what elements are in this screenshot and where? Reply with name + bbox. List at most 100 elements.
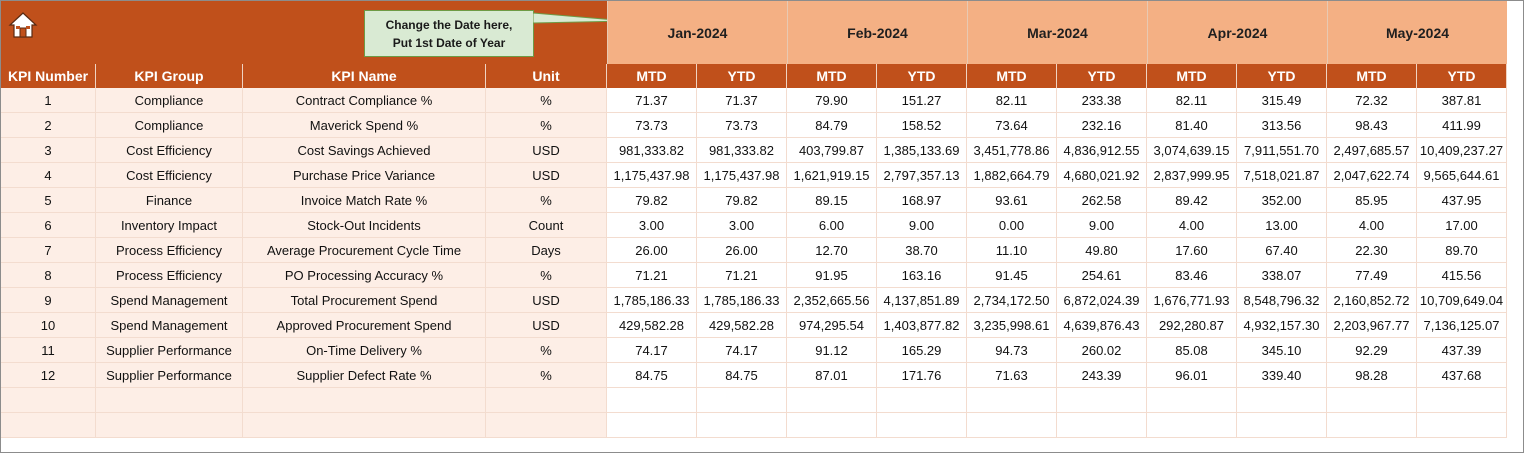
empty-cell[interactable] xyxy=(243,413,486,438)
cell-value[interactable]: 98.28 xyxy=(1327,363,1417,388)
cell-value[interactable]: 17.60 xyxy=(1147,238,1237,263)
cell-value[interactable]: 7,911,551.70 xyxy=(1237,138,1327,163)
cell-value[interactable]: 96.01 xyxy=(1147,363,1237,388)
cell-value[interactable]: 2,203,967.77 xyxy=(1327,313,1417,338)
cell-value[interactable]: 262.58 xyxy=(1057,188,1147,213)
cell-value[interactable]: 72.32 xyxy=(1327,88,1417,113)
cell-group[interactable]: Supplier Performance xyxy=(96,363,243,388)
cell-name[interactable]: Average Procurement Cycle Time xyxy=(243,238,486,263)
cell-unit[interactable]: % xyxy=(486,263,607,288)
empty-cell[interactable] xyxy=(1417,388,1507,413)
cell-value[interactable]: 71.37 xyxy=(697,88,787,113)
cell-value[interactable]: 151.27 xyxy=(877,88,967,113)
cell-group[interactable]: Supplier Performance xyxy=(96,338,243,363)
cell-value[interactable]: 91.45 xyxy=(967,263,1057,288)
cell-name[interactable]: Invoice Match Rate % xyxy=(243,188,486,213)
cell-value[interactable]: 85.95 xyxy=(1327,188,1417,213)
cell-value[interactable]: 415.56 xyxy=(1417,263,1507,288)
empty-cell[interactable] xyxy=(486,388,607,413)
empty-cell[interactable] xyxy=(1417,413,1507,438)
cell-unit[interactable]: Days xyxy=(486,238,607,263)
empty-cell[interactable] xyxy=(1147,388,1237,413)
cell-value[interactable]: 3.00 xyxy=(697,213,787,238)
cell-value[interactable]: 158.52 xyxy=(877,113,967,138)
cell-value[interactable]: 981,333.82 xyxy=(607,138,697,163)
cell-value[interactable]: 82.11 xyxy=(1147,88,1237,113)
cell-num[interactable]: 11 xyxy=(1,338,96,363)
cell-value[interactable]: 67.40 xyxy=(1237,238,1327,263)
empty-cell[interactable] xyxy=(607,413,697,438)
cell-value[interactable]: 1,785,186.33 xyxy=(607,288,697,313)
cell-value[interactable]: 437.39 xyxy=(1417,338,1507,363)
cell-unit[interactable]: USD xyxy=(486,288,607,313)
cell-value[interactable]: 91.95 xyxy=(787,263,877,288)
cell-value[interactable]: 387.81 xyxy=(1417,88,1507,113)
cell-value[interactable]: 1,676,771.93 xyxy=(1147,288,1237,313)
empty-cell[interactable] xyxy=(967,388,1057,413)
cell-value[interactable]: 71.63 xyxy=(967,363,1057,388)
cell-value[interactable]: 4.00 xyxy=(1147,213,1237,238)
cell-value[interactable]: 974,295.54 xyxy=(787,313,877,338)
cell-value[interactable]: 338.07 xyxy=(1237,263,1327,288)
cell-value[interactable]: 0.00 xyxy=(967,213,1057,238)
cell-value[interactable]: 437.68 xyxy=(1417,363,1507,388)
cell-num[interactable]: 7 xyxy=(1,238,96,263)
cell-value[interactable]: 4.00 xyxy=(1327,213,1417,238)
cell-group[interactable]: Spend Management xyxy=(96,288,243,313)
cell-value[interactable]: 17.00 xyxy=(1417,213,1507,238)
cell-value[interactable]: 339.40 xyxy=(1237,363,1327,388)
cell-unit[interactable]: Count xyxy=(486,213,607,238)
cell-num[interactable]: 4 xyxy=(1,163,96,188)
cell-unit[interactable]: % xyxy=(486,188,607,213)
cell-value[interactable]: 84.75 xyxy=(607,363,697,388)
cell-value[interactable]: 85.08 xyxy=(1147,338,1237,363)
cell-value[interactable]: 345.10 xyxy=(1237,338,1327,363)
cell-value[interactable]: 26.00 xyxy=(697,238,787,263)
cell-group[interactable]: Process Efficiency xyxy=(96,263,243,288)
cell-value[interactable]: 1,403,877.82 xyxy=(877,313,967,338)
cell-value[interactable]: 91.12 xyxy=(787,338,877,363)
cell-value[interactable]: 4,836,912.55 xyxy=(1057,138,1147,163)
cell-value[interactable]: 22.30 xyxy=(1327,238,1417,263)
empty-cell[interactable] xyxy=(1057,413,1147,438)
cell-name[interactable]: On-Time Delivery % xyxy=(243,338,486,363)
cell-num[interactable]: 12 xyxy=(1,363,96,388)
cell-value[interactable]: 403,799.87 xyxy=(787,138,877,163)
cell-value[interactable]: 4,137,851.89 xyxy=(877,288,967,313)
cell-value[interactable]: 71.21 xyxy=(697,263,787,288)
cell-value[interactable]: 73.73 xyxy=(697,113,787,138)
cell-value[interactable]: 3.00 xyxy=(607,213,697,238)
cell-value[interactable]: 7,518,021.87 xyxy=(1237,163,1327,188)
empty-cell[interactable] xyxy=(96,413,243,438)
cell-value[interactable]: 84.75 xyxy=(697,363,787,388)
cell-value[interactable]: 89.15 xyxy=(787,188,877,213)
empty-cell[interactable] xyxy=(697,388,787,413)
cell-name[interactable]: Stock-Out Incidents xyxy=(243,213,486,238)
cell-value[interactable]: 79.82 xyxy=(697,188,787,213)
cell-value[interactable]: 73.64 xyxy=(967,113,1057,138)
empty-cell[interactable] xyxy=(787,413,877,438)
cell-value[interactable]: 74.17 xyxy=(697,338,787,363)
cell-group[interactable]: Cost Efficiency xyxy=(96,163,243,188)
cell-unit[interactable]: % xyxy=(486,88,607,113)
cell-value[interactable]: 93.61 xyxy=(967,188,1057,213)
cell-value[interactable]: 2,797,357.13 xyxy=(877,163,967,188)
cell-value[interactable]: 71.21 xyxy=(607,263,697,288)
cell-value[interactable]: 165.29 xyxy=(877,338,967,363)
cell-name[interactable]: Supplier Defect Rate % xyxy=(243,363,486,388)
cell-value[interactable]: 82.11 xyxy=(967,88,1057,113)
cell-num[interactable]: 3 xyxy=(1,138,96,163)
cell-value[interactable]: 1,385,133.69 xyxy=(877,138,967,163)
cell-value[interactable]: 79.82 xyxy=(607,188,697,213)
empty-cell[interactable] xyxy=(1057,388,1147,413)
cell-value[interactable]: 1,621,919.15 xyxy=(787,163,877,188)
cell-name[interactable]: Total Procurement Spend xyxy=(243,288,486,313)
cell-value[interactable]: 4,680,021.92 xyxy=(1057,163,1147,188)
cell-value[interactable]: 1,785,186.33 xyxy=(697,288,787,313)
cell-num[interactable]: 6 xyxy=(1,213,96,238)
cell-num[interactable]: 8 xyxy=(1,263,96,288)
empty-cell[interactable] xyxy=(486,413,607,438)
cell-unit[interactable]: % xyxy=(486,113,607,138)
empty-cell[interactable] xyxy=(787,388,877,413)
cell-value[interactable]: 10,409,237.27 xyxy=(1417,138,1507,163)
